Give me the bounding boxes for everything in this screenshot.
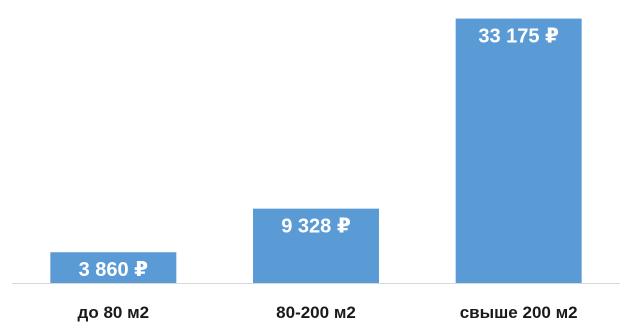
category-label-1: до 80 м2 bbox=[78, 303, 150, 322]
category-label-3: свыше 200 м2 bbox=[460, 303, 578, 322]
category-label-2: 80-200 м2 bbox=[276, 303, 356, 322]
data-label-3: 33 175 ₽ bbox=[478, 26, 559, 48]
bar-1 bbox=[50, 252, 177, 283]
data-labels-group: 3 860 ₽ 9 328 ₽ 33 175 ₽ bbox=[79, 26, 559, 282]
bar-2 bbox=[253, 208, 379, 283]
data-label-2: 9 328 ₽ bbox=[281, 216, 351, 238]
data-label-1: 3 860 ₽ bbox=[79, 259, 149, 281]
bars-group bbox=[50, 18, 582, 284]
bar-3 bbox=[455, 18, 582, 284]
category-labels-group: до 80 м2 80-200 м2 свыше 200 м2 bbox=[78, 303, 578, 322]
